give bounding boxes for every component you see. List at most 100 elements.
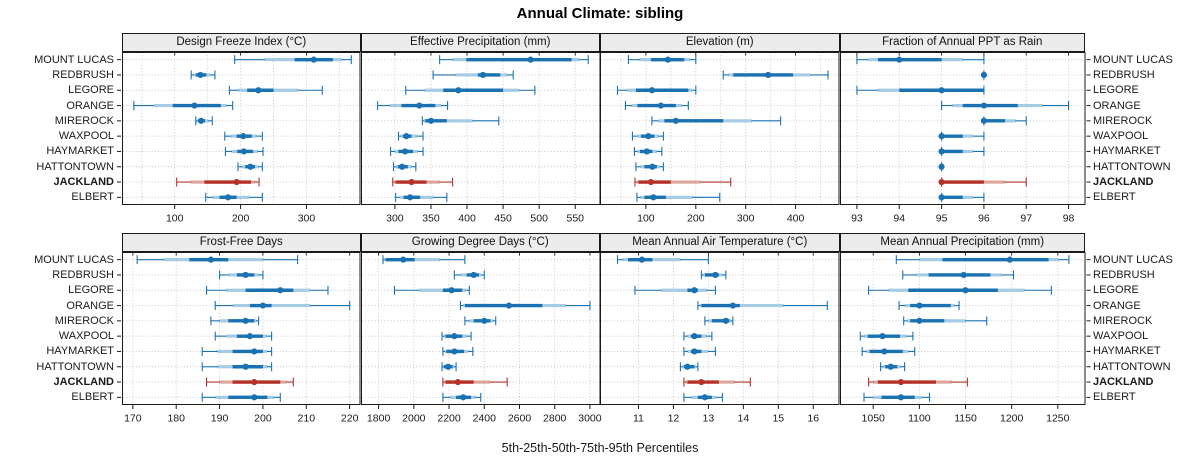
percentile-row <box>895 255 1069 265</box>
row-label: MOUNT LUCAS <box>34 253 114 266</box>
row-label: REDBRUSH <box>52 268 114 281</box>
axis-tick-label: 1250 <box>1046 413 1070 425</box>
axis-tick-label: 15 <box>772 413 784 425</box>
percentile-row <box>937 192 984 202</box>
median-dot <box>1006 256 1013 263</box>
percentile-row <box>219 270 264 280</box>
percentile-row <box>453 270 485 280</box>
axis-tick-label: 500 <box>530 213 548 225</box>
row-label: ELBERT <box>71 191 114 204</box>
panel-strip: Mean Annual Precipitation (mm) <box>839 233 1085 252</box>
median-dot <box>980 117 987 124</box>
percentile-row <box>635 162 664 172</box>
percentile-row <box>201 362 273 372</box>
median-dot <box>310 56 317 63</box>
axis-tick-label: 350 <box>422 213 440 225</box>
median-dot <box>698 378 705 386</box>
median-dot <box>415 102 423 109</box>
median-dot <box>505 302 512 309</box>
row-label: WAXPOOL <box>58 130 114 143</box>
percentile-row <box>438 55 589 65</box>
axis-tick-label: 1100 <box>908 413 931 425</box>
row-label: WAXPOOL <box>1093 130 1149 143</box>
percentile-row <box>201 392 281 402</box>
axis-tick-label: 300 <box>386 213 404 225</box>
percentile-row <box>855 55 984 65</box>
median-dot <box>526 56 534 63</box>
median-dot <box>937 194 945 201</box>
percentile-row <box>940 101 1069 111</box>
axis-tick-label: 190 <box>211 413 229 425</box>
median-dot <box>937 163 945 170</box>
percentile-row <box>631 131 664 141</box>
percentile-row <box>679 362 699 372</box>
row-label: MIREROCK <box>54 314 114 327</box>
median-dot <box>961 287 969 294</box>
percentile-row <box>704 316 734 326</box>
median-dot <box>729 302 736 309</box>
median-dot <box>240 133 247 140</box>
percentile-row <box>201 346 273 356</box>
median-dot <box>887 363 894 370</box>
row-label: LEGORE <box>1093 284 1139 297</box>
axis-tick-label: 94 <box>893 213 905 225</box>
median-dot <box>657 102 664 109</box>
median-dot <box>251 378 258 386</box>
median-dot <box>643 148 651 155</box>
percentile-row <box>700 270 727 280</box>
median-dot <box>664 56 671 63</box>
median-dot <box>427 117 434 124</box>
median-dot <box>459 394 466 401</box>
axis-tick-label: 400 <box>787 213 805 225</box>
median-dot <box>450 348 457 355</box>
axis-tick-label: 2200 <box>437 413 461 425</box>
axis-tick-label: 13 <box>703 413 715 425</box>
percentile-row <box>421 116 499 126</box>
row-label: HATTONTOWN <box>1093 160 1171 173</box>
panel-plot: 100 200 300 <box>117 52 361 225</box>
percentile-row <box>224 131 263 141</box>
panel-strip: Frost-Free Days <box>122 233 361 252</box>
row-label: ELBERT <box>71 391 114 404</box>
row-label: REDBRUSH <box>52 68 114 81</box>
median-dot <box>691 348 698 355</box>
right-station-labels: MOUNT LUCAS REDBRUSH LEGORE ORANGE MIREROCK W… <box>1093 52 1200 205</box>
row-label: MOUNT LUCAS <box>34 53 114 66</box>
axis-tick-label: 3000 <box>578 413 602 425</box>
percentile-row <box>862 392 930 402</box>
median-dot <box>897 394 904 401</box>
median-dot <box>479 71 486 79</box>
panel-plot: 1050 1100 1150 1200 1250 <box>839 252 1090 425</box>
median-dot <box>251 348 258 355</box>
axis-tick-label: 170 <box>124 413 142 425</box>
panel-strip: Elevation (m) <box>600 33 840 52</box>
axis-tick-label: 200 <box>687 213 705 225</box>
row-label: ORANGE <box>66 99 114 112</box>
median-dot <box>765 71 772 79</box>
percentile-row <box>440 362 457 372</box>
percentile-row <box>432 70 514 80</box>
left-station-labels: MOUNT LUCAS REDBRUSH LEGORE ORANGE MIREROCK W… <box>0 252 114 405</box>
row-label: HAYMARKET <box>46 145 114 158</box>
median-dot <box>649 163 656 170</box>
axis-tick-label: 14 <box>738 413 750 425</box>
axis-tick-label: 100 <box>166 213 184 225</box>
percentile-row <box>404 85 535 95</box>
axis-tick-label: 93 <box>851 213 863 225</box>
panel-strip: Growing Degree Days (°C) <box>360 233 600 252</box>
percentile-row <box>463 316 496 326</box>
row-label: ELBERT <box>1093 391 1136 404</box>
median-dot <box>684 363 691 370</box>
panel-title: Mean Annual Air Temperature (°C) <box>632 236 808 248</box>
median-dot <box>233 178 240 186</box>
median-dot <box>672 117 679 124</box>
percentile-row <box>616 255 709 265</box>
row-label: ORANGE <box>1093 299 1141 312</box>
median-dot <box>402 133 410 140</box>
percentile-row <box>634 177 732 187</box>
median-dot <box>197 71 204 79</box>
percentile-row <box>683 331 713 341</box>
row-label: ELBERT <box>1093 191 1136 204</box>
axis-tick-label: 1200 <box>999 413 1023 425</box>
axis-tick-label: 2800 <box>543 413 567 425</box>
